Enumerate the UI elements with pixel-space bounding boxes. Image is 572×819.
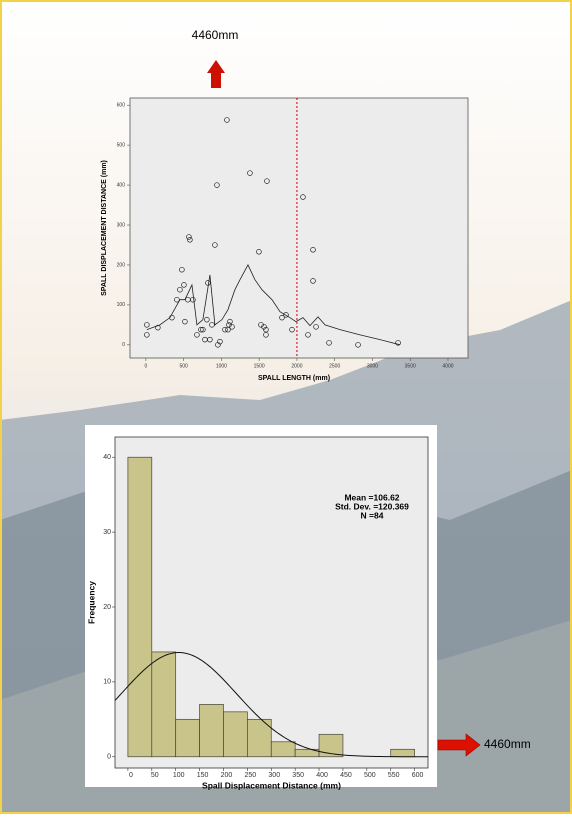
y-axis-label: SPALL DISPLACEMENT DISTANCE (mm) — [101, 160, 108, 296]
slide: 4460mm0500100015002000250030003500400001… — [0, 0, 572, 814]
x-tick-label: 200 — [221, 772, 233, 779]
x-axis-label: SPALL LENGTH (mm) — [258, 375, 330, 382]
x-tick-label: 300 — [268, 772, 280, 779]
y-tick-label: 500 — [117, 142, 126, 148]
x-tick-label: 2500 — [329, 363, 340, 369]
x-tick-label: 3500 — [405, 363, 416, 369]
stat-label: N =84 — [361, 510, 384, 520]
bar — [200, 704, 224, 756]
annotation: 4460mm — [484, 737, 531, 751]
y-tick-label: 600 — [117, 103, 126, 109]
x-tick-label: 1500 — [254, 363, 265, 369]
x-tick-label: 50 — [151, 772, 159, 779]
y-tick-label: 30 — [103, 529, 111, 536]
y-tick-label: 400 — [117, 182, 126, 188]
y-tick-label: 10 — [103, 679, 111, 686]
y-axis-label: Frequency — [86, 581, 96, 624]
bar — [128, 457, 152, 757]
page: {"chart_data": [ {"type": "scatter", "an… — [0, 0, 572, 814]
x-tick-label: 400 — [316, 772, 328, 779]
x-tick-label: 2000 — [291, 363, 302, 369]
x-tick-label: 500 — [364, 772, 376, 779]
x-tick-label: 250 — [245, 772, 257, 779]
x-tick-label: 0 — [129, 772, 133, 779]
bar — [271, 742, 295, 757]
x-tick-label: 1000 — [216, 363, 227, 369]
annotation: 4460mm — [192, 28, 239, 42]
bar — [391, 749, 415, 756]
x-tick-label: 450 — [340, 772, 352, 779]
bar — [176, 719, 200, 756]
plot-area — [130, 98, 468, 358]
x-tick-label: 500 — [179, 363, 188, 369]
bar — [223, 712, 247, 757]
y-tick-label: 100 — [117, 302, 126, 308]
x-tick-label: 550 — [388, 772, 400, 779]
y-tick-label: 40 — [103, 454, 111, 461]
y-tick-label: 20 — [103, 604, 111, 611]
x-tick-label: 100 — [173, 772, 185, 779]
y-tick-label: 200 — [117, 262, 126, 268]
y-tick-label: 0 — [107, 754, 111, 761]
x-axis-label: Spall Displacement Distance (mm) — [202, 780, 341, 790]
y-tick-label: 0 — [122, 342, 125, 348]
x-tick-label: 4000 — [442, 363, 453, 369]
y-tick-label: 300 — [117, 222, 126, 228]
x-tick-label: 150 — [197, 772, 209, 779]
bar — [152, 652, 176, 757]
x-tick-label: 0 — [144, 363, 147, 369]
x-tick-label: 600 — [412, 772, 424, 779]
x-tick-label: 350 — [292, 772, 304, 779]
x-tick-label: 3000 — [367, 363, 378, 369]
